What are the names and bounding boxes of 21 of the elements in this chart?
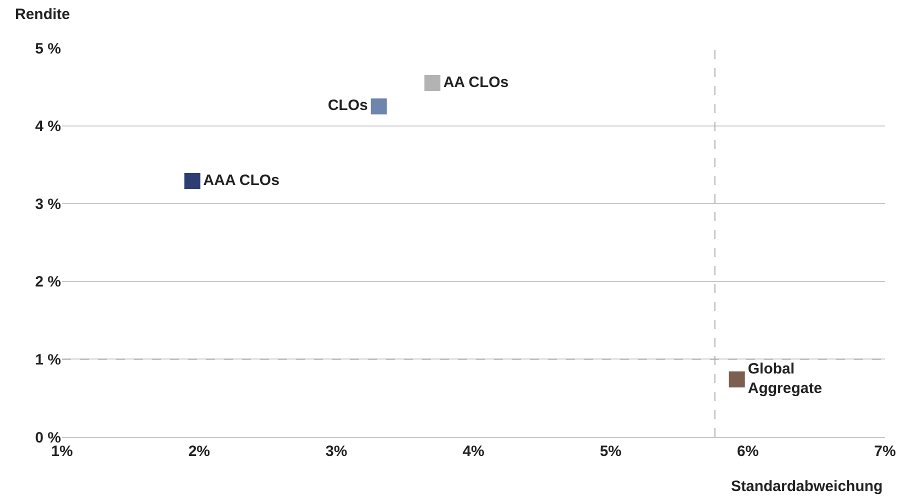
- x-tick-label: 6%: [736, 443, 759, 460]
- x-tick-label: 3%: [325, 443, 348, 460]
- x-tick-label: 4%: [462, 443, 484, 460]
- series-label: CLOs: [328, 97, 368, 114]
- x-axis-title: Standardabweichung: [731, 478, 883, 495]
- y-tick-label: 4 %: [35, 118, 61, 136]
- x-tick-label: 2%: [188, 443, 210, 460]
- point: [184, 173, 200, 190]
- y-axis-title: Rendite: [15, 6, 70, 23]
- series-label: Global Aggregate: [748, 360, 822, 397]
- series-label: AAA CLOs: [203, 172, 280, 189]
- point: [424, 75, 440, 92]
- point: [728, 371, 745, 388]
- x-tick-label: 7%: [874, 443, 896, 460]
- x-tick-label: 5%: [600, 443, 622, 460]
- point: [370, 98, 387, 114]
- series-label: AA CLOs: [443, 74, 509, 91]
- y-tick-label: 3 %: [35, 196, 61, 213]
- y-tick-label: 1 %: [35, 351, 61, 368]
- y-tick-label: 5 %: [35, 40, 61, 58]
- y-tick-label: 2 %: [35, 274, 61, 291]
